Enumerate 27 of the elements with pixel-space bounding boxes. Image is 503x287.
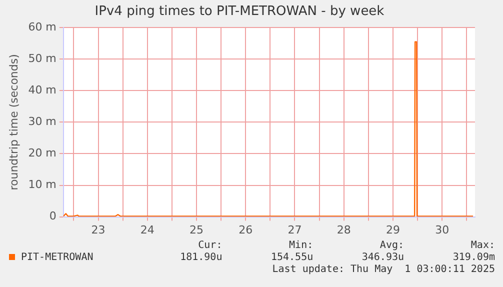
text: 346.93u xyxy=(360,251,406,264)
text: Max: xyxy=(470,240,496,251)
text: Last update: Thu May 1 03:00:11 2025 xyxy=(271,264,496,275)
text: Min: xyxy=(288,240,314,251)
text: Avg: xyxy=(378,240,406,251)
x-tick-label: 24 xyxy=(140,223,154,236)
y-tick-label: 40 m xyxy=(28,84,56,97)
x-tick-label: 26 xyxy=(238,223,253,236)
chart-title: IPv4 ping times to PIT-METROWAN - by week xyxy=(94,4,385,20)
x-tick-label: 29 xyxy=(386,223,400,236)
y-tick-label: 60 m xyxy=(28,20,56,34)
x-tick-label: 27 xyxy=(288,223,302,236)
x-tick-label: 30 xyxy=(435,223,450,236)
y-tick-label: 0 xyxy=(49,210,56,223)
x-tick-label: 25 xyxy=(190,223,204,236)
text: 154.55u xyxy=(270,251,314,264)
y-tick-label: 10 m xyxy=(28,178,56,192)
y-tick-label: 50 m xyxy=(28,52,56,65)
text: 319.09m xyxy=(452,251,496,264)
legend-label: PIT-METROWAN xyxy=(20,252,94,263)
y-axis-title: roundtrip time (seconds) xyxy=(7,54,20,190)
text: Cur: xyxy=(197,240,224,251)
x-tick-label: 23 xyxy=(91,223,106,236)
text: 181.90u xyxy=(179,251,224,264)
x-tick-label: 28 xyxy=(336,223,351,236)
y-tick-label: 30 m xyxy=(28,115,56,128)
y-tick-label: 20 m xyxy=(28,146,56,160)
